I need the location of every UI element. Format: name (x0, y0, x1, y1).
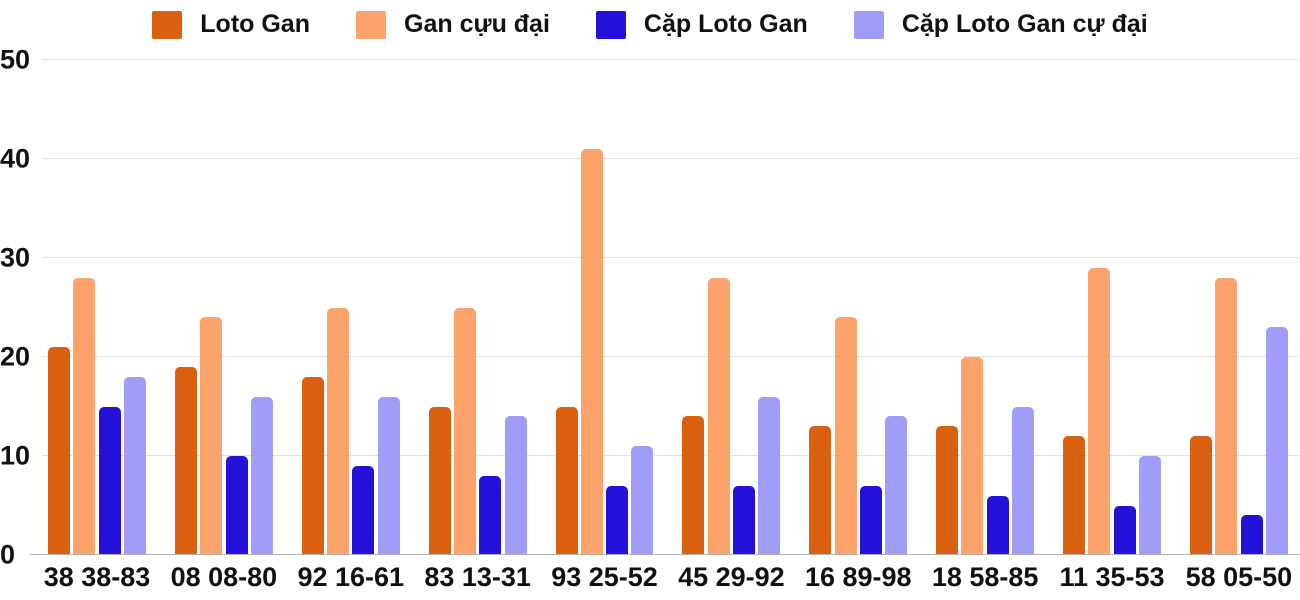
gridline (42, 455, 1300, 456)
bar (1215, 277, 1238, 555)
bar (986, 495, 1009, 555)
bar-group-bars (428, 60, 527, 555)
bar (1189, 436, 1212, 555)
y-axis-tick-label: 40 (0, 143, 31, 174)
legend-swatch (152, 10, 183, 39)
bar (1063, 436, 1085, 555)
bar (428, 406, 451, 555)
gridline (42, 356, 1300, 357)
bar (123, 376, 146, 555)
bar-group: 45 29-92 (678, 60, 785, 600)
plot-area: 0 10 20 30 40 50 (0, 46, 1300, 568)
bar (809, 426, 832, 555)
x-axis-label: 93 25-52 (551, 562, 658, 592)
bar-group: 11 35-53 (1059, 60, 1165, 600)
bar (504, 416, 527, 555)
x-axis-label: 83 13-31 (424, 562, 531, 592)
y-axis-tick-label: 10 (0, 440, 31, 471)
x-axis-label: 08 08-80 (170, 562, 278, 592)
bar (961, 357, 984, 555)
bar-group: 83 13-31 (424, 60, 531, 600)
bar (1138, 456, 1161, 555)
bar (225, 456, 248, 555)
bar-group-bars (555, 60, 654, 555)
bar (936, 426, 959, 555)
bar (1265, 327, 1288, 555)
bar (250, 396, 273, 555)
bar (580, 149, 603, 555)
bar (885, 416, 908, 555)
bar (555, 406, 578, 555)
x-axis-label: 45 29-92 (678, 562, 785, 592)
bar (1088, 267, 1111, 555)
bar (301, 376, 324, 555)
chart-legend: Loto Gan Gan cựu đại Cặp Loto Gan Cặp Loto … (0, 10, 1300, 39)
bar (479, 475, 502, 555)
bar (98, 406, 121, 555)
bar (48, 347, 70, 555)
legend-item[interactable]: Cặp Loto Gan cự đại (853, 10, 1148, 39)
bar (1113, 505, 1136, 555)
x-axis-line (30, 554, 1300, 555)
legend-label: Cặp Loto Gan (643, 10, 808, 38)
legend-swatch (853, 10, 884, 39)
legend-swatch (356, 10, 386, 39)
bar (758, 396, 781, 555)
bar (377, 396, 400, 555)
legend-item[interactable]: Loto Gan (152, 10, 310, 39)
bar (631, 446, 654, 555)
legend-label: Gan cựu đại (404, 10, 550, 38)
y-axis-tick-label: 20 (0, 341, 31, 372)
x-axis-label: 18 58-85 (931, 562, 1039, 592)
x-axis-label: 16 89-98 (804, 562, 912, 592)
gridline (42, 257, 1300, 258)
bar (682, 416, 705, 555)
bar-group-bars (301, 60, 400, 555)
bar-group: 38 38-83 (43, 60, 151, 600)
bar-group-bars (682, 60, 781, 555)
bar (834, 317, 857, 555)
bar-group-bars (1063, 60, 1161, 555)
bar (327, 307, 350, 555)
bar (174, 366, 197, 555)
legend-label: Cặp Loto Gan cự đại (901, 10, 1148, 38)
gridline (42, 59, 1300, 60)
x-axis-label: 58 05-50 (1185, 562, 1293, 592)
bar (352, 465, 375, 555)
x-axis-label: 11 35-53 (1059, 562, 1165, 592)
bar-group: 58 05-50 (1185, 60, 1293, 600)
bar-group: 08 08-80 (170, 60, 278, 600)
bar (606, 485, 629, 555)
bar-group-bars (174, 60, 273, 555)
bar (73, 277, 96, 555)
bar-group: 18 58-85 (931, 60, 1039, 600)
bar (453, 307, 476, 555)
bar (200, 317, 223, 555)
bar (1012, 406, 1035, 555)
x-axis-label: 92 16-61 (297, 562, 405, 592)
bar-group-bars (936, 60, 1035, 555)
y-axis-tick-label: 30 (0, 242, 31, 273)
bar-group-bars (48, 60, 146, 555)
bar-columns: 38 38-83 08 08-80 92 16-61 83 13-31 93 25-52… (43, 60, 1293, 600)
bar (733, 485, 756, 555)
bar-group: 16 89-98 (804, 60, 912, 600)
legend-label: Loto Gan (200, 10, 310, 38)
bar-group: 92 16-61 (297, 60, 405, 600)
bar (707, 277, 730, 555)
legend-item[interactable]: Gan cựu đại (356, 10, 550, 39)
bar (1240, 515, 1263, 555)
bar-group-bars (809, 60, 908, 555)
x-axis-label: 38 38-83 (43, 562, 151, 592)
gridline (42, 158, 1300, 159)
legend-swatch (595, 10, 626, 39)
bar-group-bars (1189, 60, 1288, 555)
y-axis-tick-label: 50 (0, 44, 31, 75)
legend-item[interactable]: Cặp Loto Gan (595, 10, 808, 39)
y-axis-tick-label: 0 (0, 539, 16, 570)
bar-group: 93 25-52 (551, 60, 658, 600)
bar (859, 485, 882, 555)
